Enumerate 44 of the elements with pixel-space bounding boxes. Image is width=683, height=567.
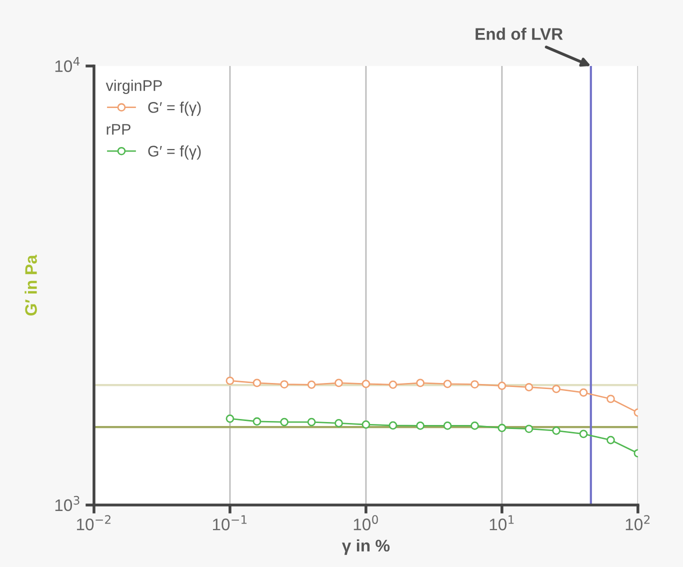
- point: [579, 388, 588, 397]
- point: [252, 417, 262, 426]
- legend-label: G′ = f(γ): [148, 145, 201, 160]
- y-axis-title: G′ in Pa: [24, 254, 37, 316]
- legend-label: G′ = f(γ): [148, 102, 201, 116]
- point: [280, 418, 288, 426]
- x-tick-label: 10$^{2}$: [626, 515, 650, 530]
- point: [443, 422, 452, 430]
- x-tick-label: 10$^{0}$: [354, 515, 378, 530]
- x-tick-label: 10$^{−1}$: [212, 515, 247, 530]
- point: [226, 414, 234, 423]
- x-tick-label: 10$^{1}$: [490, 515, 514, 530]
- point: [470, 380, 479, 389]
- x-tick-label: 10$^{−2}$: [77, 515, 110, 530]
- y-tick-label: 10$^{4}$: [55, 57, 80, 72]
- point: [307, 380, 316, 389]
- annotation: virginPP: [106, 80, 162, 94]
- point: [552, 384, 560, 394]
- point: [552, 426, 560, 435]
- point: [388, 380, 398, 389]
- point: [498, 424, 506, 432]
- point: [524, 383, 534, 392]
- point: [388, 421, 398, 430]
- point: [307, 418, 316, 426]
- point: [470, 422, 479, 430]
- point: [524, 424, 534, 434]
- point: [443, 380, 452, 388]
- point: [498, 382, 506, 390]
- point: [362, 380, 370, 388]
- point: [362, 420, 370, 429]
- point: [226, 376, 234, 385]
- point: [334, 378, 343, 388]
- annotation: End of LVR: [476, 28, 563, 40]
- point: [416, 378, 424, 388]
- point: [416, 422, 424, 430]
- annotation: rPP: [106, 124, 130, 135]
- point: [334, 419, 343, 428]
- point: [606, 436, 615, 444]
- point: [252, 378, 262, 388]
- point: [579, 430, 588, 438]
- y-tick-label: 10$^{3}$: [55, 496, 80, 512]
- point: [606, 394, 615, 404]
- point: [280, 380, 288, 389]
- x-axis-title: γ in %: [342, 539, 390, 555]
